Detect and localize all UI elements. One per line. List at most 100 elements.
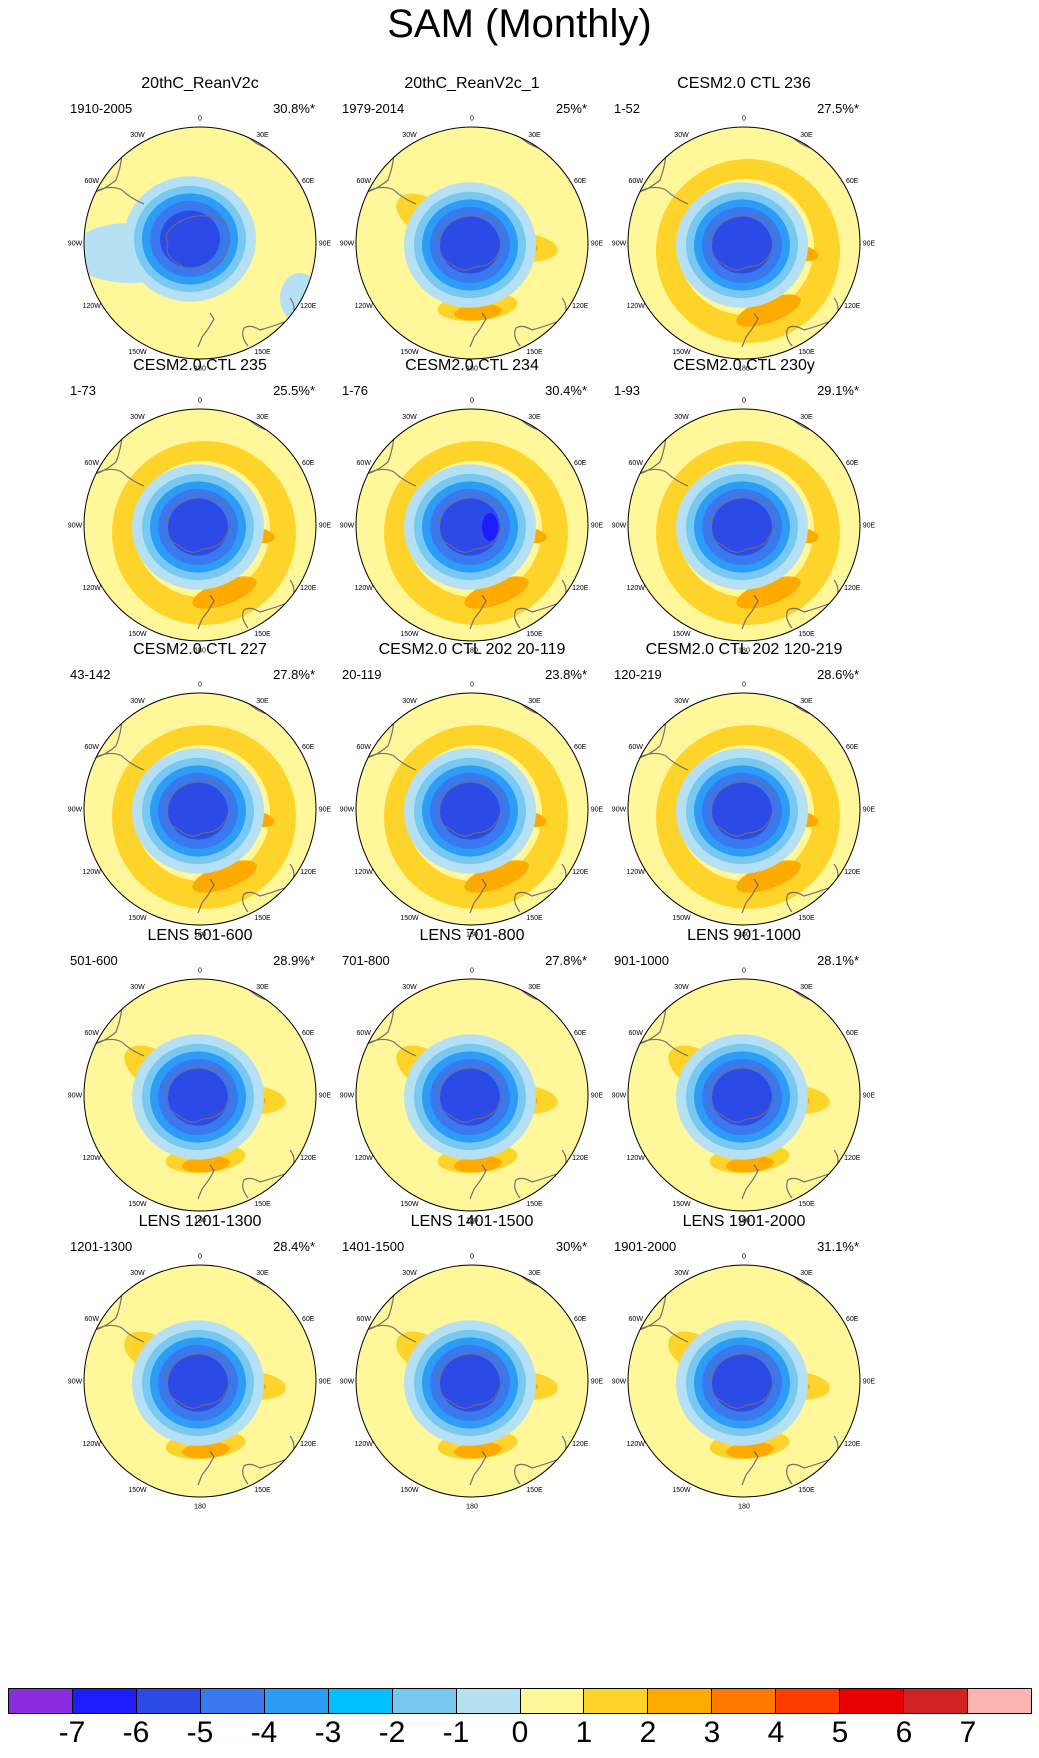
longitude-label: 150E <box>798 1201 815 1208</box>
longitude-label: 60E <box>574 1030 587 1037</box>
longitude-label: 120W <box>355 869 374 876</box>
colorbar-tick-label: -2 <box>378 1716 406 1749</box>
panel-variance-explained: 30.4%* <box>545 383 587 398</box>
longitude-label: 120W <box>627 303 646 310</box>
longitude-label: 150W <box>128 915 147 922</box>
longitude-label: 150E <box>254 915 271 922</box>
longitude-label: 30E <box>256 984 269 991</box>
longitude-label: 90E <box>863 241 876 248</box>
longitude-label: 0 <box>742 682 746 689</box>
longitude-label: 90W <box>68 523 83 530</box>
longitude-label: 90E <box>863 1093 876 1100</box>
longitude-label: 60W <box>85 1316 100 1323</box>
longitude-label: 150W <box>400 631 419 638</box>
longitude-label: 90W <box>68 807 83 814</box>
longitude-label: 60W <box>357 1030 372 1037</box>
colorbar-tick-label: -4 <box>250 1716 278 1749</box>
longitude-label: 180 <box>194 1504 206 1511</box>
colorbar-swatch <box>392 1689 457 1713</box>
panel-year-range: 1901-2000 <box>614 1239 677 1254</box>
negative-anomaly-contour <box>712 498 772 556</box>
longitude-label: 30E <box>800 698 813 705</box>
longitude-label: 150E <box>526 631 543 638</box>
positive-anomaly-region <box>454 1442 502 1459</box>
new-zealand-coastline <box>741 1450 759 1486</box>
colorbar-tick-label: 5 <box>831 1716 849 1749</box>
negative-anomaly-contour <box>712 1354 772 1412</box>
longitude-label: 120E <box>572 303 589 310</box>
map-panel: LENS 701-800 701-800 27.8%* 0 30E 60E 90E 120E 1… <box>322 927 622 1227</box>
new-zealand-coastline <box>197 1164 215 1200</box>
colorbar-tick-label: 3 <box>703 1716 721 1749</box>
longitude-label: 180 <box>738 648 750 655</box>
new-zealand-coastline <box>469 1164 487 1200</box>
longitude-label: 0 <box>742 1254 746 1261</box>
polar-map: 0 30E 60E 90E 120E 150E 180 150W 120W 90W 60W 30W <box>68 682 332 939</box>
longitude-label: 60E <box>302 460 315 467</box>
negative-anomaly-contour <box>168 498 228 556</box>
map-border <box>627 408 861 642</box>
negative-anomaly-contour <box>440 1354 500 1412</box>
longitude-label: 60E <box>574 178 587 185</box>
positive-anomaly-region <box>182 1442 230 1459</box>
longitude-label: 120E <box>572 1441 589 1448</box>
map-border <box>627 126 861 360</box>
colorbar-swatch <box>968 1689 1031 1713</box>
longitude-label: 60E <box>302 1316 315 1323</box>
antarctica-coastline <box>437 215 503 271</box>
longitude-label: 0 <box>198 1254 202 1261</box>
longitude-label: 120W <box>83 1155 102 1162</box>
polar-map: 0 30E 60E 90E 120E 150E 180 150W 120W 90W 60W 30W <box>612 1254 876 1511</box>
longitude-label: 90E <box>319 523 332 530</box>
panel-year-range: 1-76 <box>342 383 369 398</box>
longitude-label: 30W <box>130 698 145 705</box>
longitude-label: 120W <box>355 585 374 592</box>
longitude-label: 180 <box>738 1504 750 1511</box>
colorbar-tick-label: -7 <box>58 1716 86 1749</box>
panel-year-range: 1201-1300 <box>70 1239 133 1254</box>
map-panel: 20thC_ReanV2c_1 1979-2014 25%* 0 30E 60E 90E 12… <box>322 75 622 375</box>
longitude-label: 0 <box>470 1254 474 1261</box>
longitude-label: 120W <box>627 585 646 592</box>
longitude-label: 150W <box>400 1487 419 1494</box>
longitude-label: 60W <box>85 460 100 467</box>
panel-title: LENS 1401-1500 <box>410 1213 534 1230</box>
positive-anomaly-region <box>464 860 529 893</box>
map-border <box>627 692 861 926</box>
longitude-label: 120W <box>83 869 102 876</box>
map-panel: CESM2.0 CTL 230y 1-93 29.1%* 0 30E 60E 90E 120E… <box>594 357 894 657</box>
panel-variance-explained: 31.1%* <box>817 1239 859 1254</box>
new-zealand-coastline <box>469 312 487 348</box>
panel-variance-explained: 27.8%* <box>273 667 315 682</box>
longitude-label: 30W <box>130 984 145 991</box>
new-zealand-coastline <box>197 878 215 914</box>
panel-year-range: 1-93 <box>614 383 641 398</box>
colorbar-swatch <box>264 1689 329 1713</box>
new-zealand-coastline <box>741 878 759 914</box>
longitude-label: 180 <box>738 1218 750 1225</box>
longitude-label: 30W <box>130 1270 145 1277</box>
longitude-label: 30E <box>528 1270 541 1277</box>
polar-map: 0 30E 60E 90E 120E 150E 180 150W 120W 90W 60W 30W <box>612 682 876 939</box>
longitude-label: 120E <box>300 303 317 310</box>
longitude-label: 120E <box>572 1155 589 1162</box>
map-border <box>355 978 589 1212</box>
antarctica-coastline <box>709 1353 775 1409</box>
panel-title: CESM2.0 CTL 236 <box>677 75 811 92</box>
antarctica-coastline <box>165 215 231 271</box>
polar-map: 0 30E 60E 90E 120E 150E 180 150W 120W 90W 60W 30W <box>340 116 604 373</box>
map-panel: LENS 1201-1300 1201-1300 28.4%* 0 30E 60E 90E 1… <box>50 1213 350 1513</box>
longitude-label: 30E <box>256 1270 269 1277</box>
longitude-label: 180 <box>466 1218 478 1225</box>
new-zealand-coastline <box>197 1450 215 1486</box>
positive-anomaly-region <box>192 576 257 609</box>
panel-variance-explained: 23.8%* <box>545 667 587 682</box>
panel-title: LENS 501-600 <box>147 927 253 944</box>
colorbar-swatch <box>9 1689 73 1713</box>
longitude-label: 60E <box>302 178 315 185</box>
polar-map: 0 30E 60E 90E 120E 150E 180 150W 120W 90W 60W 30W <box>612 968 876 1225</box>
map-border <box>355 692 589 926</box>
polar-map: 0 30E 60E 90E 120E 150E 180 150W 120W 90W 60W 30W <box>68 116 332 373</box>
polar-map: 0 30E 60E 90E 120E 150E 180 150W 120W 90W 60W 30W <box>68 398 332 655</box>
longitude-label: 150E <box>254 1487 271 1494</box>
